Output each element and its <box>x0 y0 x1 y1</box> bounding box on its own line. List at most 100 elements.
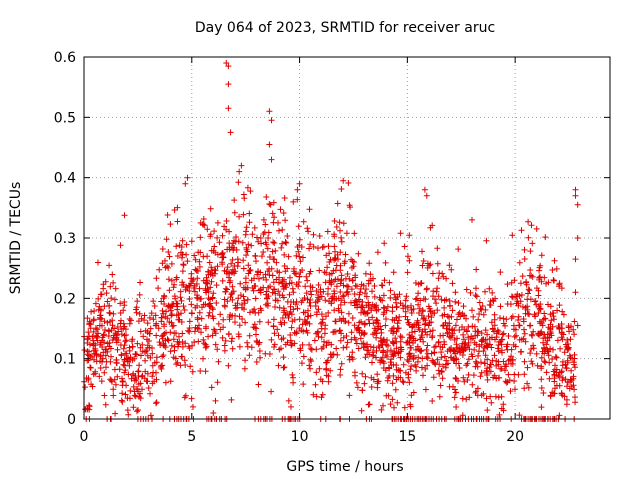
data-point <box>339 293 346 300</box>
data-point <box>565 345 572 352</box>
data-point <box>491 352 498 359</box>
data-point <box>159 335 166 342</box>
data-point <box>313 369 320 376</box>
data-point <box>190 285 197 291</box>
data-point <box>287 274 293 281</box>
data-point <box>333 224 340 230</box>
data-point <box>508 353 515 360</box>
data-point <box>352 372 358 379</box>
data-point <box>343 344 350 351</box>
data-point <box>240 211 247 218</box>
data-point <box>268 388 275 395</box>
data-point <box>302 309 309 316</box>
data-point <box>271 256 278 263</box>
data-point <box>246 267 253 274</box>
data-point <box>400 379 407 386</box>
data-point <box>387 347 394 354</box>
data-point <box>497 269 504 276</box>
data-point <box>159 307 166 314</box>
data-point <box>313 346 320 353</box>
data-point <box>233 234 239 240</box>
data-point <box>307 288 314 295</box>
data-point <box>430 288 437 295</box>
data-point <box>168 260 175 267</box>
data-point <box>277 206 284 213</box>
data-point <box>338 317 345 324</box>
data-point <box>435 293 442 300</box>
data-point <box>136 291 143 298</box>
data-point <box>548 317 555 324</box>
data-point <box>355 250 362 257</box>
data-point <box>211 228 218 235</box>
data-point <box>359 370 366 377</box>
data-point <box>435 339 442 346</box>
data-point <box>271 341 278 348</box>
data-point <box>521 256 528 262</box>
data-point <box>146 338 152 344</box>
data-point <box>394 399 401 406</box>
data-point <box>363 286 369 293</box>
data-point <box>133 386 140 393</box>
data-point <box>443 361 450 368</box>
data-point <box>304 225 311 232</box>
data-point <box>228 338 235 345</box>
data-point <box>253 325 260 332</box>
data-point <box>159 260 166 267</box>
data-point <box>139 386 145 393</box>
data-point <box>279 277 286 283</box>
data-point <box>271 240 278 246</box>
data-point <box>503 379 510 386</box>
data-point <box>337 337 344 344</box>
data-point <box>315 245 321 252</box>
data-point <box>194 325 201 332</box>
data-point <box>406 351 413 358</box>
data-point <box>203 323 209 330</box>
data-point <box>235 295 242 302</box>
data-point <box>114 373 121 380</box>
data-point <box>101 369 108 376</box>
data-point <box>459 346 466 353</box>
data-point <box>221 267 228 274</box>
data-point <box>415 354 422 361</box>
data-point <box>452 389 459 396</box>
data-point <box>197 368 204 374</box>
data-point <box>515 313 522 320</box>
data-point <box>524 303 531 310</box>
data-point <box>424 342 431 349</box>
data-point <box>200 355 206 362</box>
data-point <box>267 283 274 290</box>
data-point <box>121 369 128 376</box>
data-point <box>158 362 165 369</box>
data-point <box>547 393 554 400</box>
data-point <box>325 285 332 292</box>
data-point <box>390 353 397 360</box>
data-point <box>90 340 97 347</box>
data-point <box>296 325 303 332</box>
data-point <box>432 343 439 350</box>
data-point <box>469 381 476 388</box>
data-point <box>500 407 507 414</box>
data-point <box>337 327 343 334</box>
data-point <box>483 368 490 375</box>
data-point <box>153 332 160 339</box>
data-point <box>165 337 172 344</box>
data-point <box>269 210 276 217</box>
data-point <box>375 306 382 313</box>
data-point <box>349 277 356 284</box>
data-point <box>544 331 551 338</box>
data-point <box>472 358 479 365</box>
data-point <box>236 213 243 220</box>
data-point <box>386 365 393 372</box>
data-point <box>243 224 250 231</box>
data-point <box>209 306 216 313</box>
data-point <box>113 357 120 363</box>
data-point <box>431 349 438 356</box>
data-point <box>92 325 99 332</box>
data-point <box>473 266 480 273</box>
data-point <box>117 310 124 316</box>
data-point <box>142 357 149 364</box>
data-point <box>351 322 358 329</box>
data-point <box>208 384 215 391</box>
data-point <box>151 378 158 385</box>
data-point <box>480 311 487 318</box>
